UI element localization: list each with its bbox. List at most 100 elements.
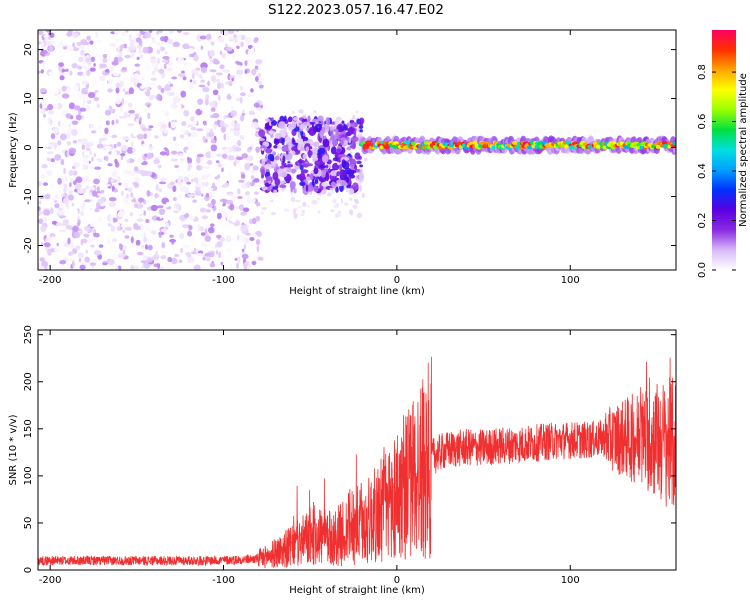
heatmap-cell	[73, 231, 81, 239]
heatmap-cell	[344, 139, 349, 146]
heatmap-cell	[115, 87, 120, 94]
heatmap-cell	[44, 193, 51, 200]
heatmap-cell	[230, 264, 233, 270]
heatmap-cell	[59, 133, 67, 141]
heatmap-cell	[220, 126, 226, 133]
heatmap-cell	[280, 171, 288, 178]
heatmap-cell	[240, 86, 243, 91]
heatmap-cell	[284, 136, 292, 143]
heatmap-cell	[250, 143, 255, 147]
heatmap-cell	[343, 123, 346, 130]
heatmap-cell	[129, 76, 134, 84]
heatmap-cell	[158, 68, 165, 75]
heatmap-cell	[54, 203, 60, 209]
heatmap-cell	[107, 238, 111, 245]
heatmap-cell	[97, 125, 103, 130]
heatmap-cell	[313, 110, 317, 114]
heatmap-cell	[97, 215, 103, 223]
heatmap-cell	[120, 144, 129, 151]
heatmap-cell	[75, 245, 81, 251]
heatmap-cell	[122, 249, 126, 255]
heatmap-cell	[88, 186, 96, 192]
heatmap-cell	[193, 264, 201, 270]
heatmap-cell	[153, 67, 159, 73]
heatmap-cell	[330, 181, 337, 189]
heatmap-cell	[230, 93, 237, 97]
heatmap-cell	[334, 120, 338, 127]
heatmap-cell	[265, 176, 273, 181]
heatmap-cell	[44, 37, 49, 42]
heatmap-cell	[236, 156, 244, 161]
heatmap-cell	[114, 181, 118, 186]
heatmap-cell	[98, 203, 106, 207]
heatmap-cell	[217, 163, 223, 168]
heatmap-cell	[70, 254, 76, 260]
heatmap-cell	[207, 80, 210, 87]
heatmap-cell	[242, 207, 250, 213]
heatmap-cell	[241, 153, 248, 159]
heatmap-cell	[40, 42, 45, 49]
heatmap-cell	[118, 86, 122, 89]
heatmap-cell	[222, 266, 229, 270]
heatmap-cell	[147, 244, 153, 251]
heatmap-cell	[279, 184, 287, 189]
heatmap-cell	[339, 138, 344, 146]
heatmap-cell	[248, 110, 255, 116]
heatmap-cell	[291, 111, 295, 114]
y-tick-label: 100	[23, 466, 34, 485]
heatmap-cell	[150, 204, 158, 212]
heatmap-cell	[192, 199, 198, 203]
heatmap-cell	[263, 180, 268, 184]
heatmap-cell	[254, 191, 259, 195]
heatmap-cell	[120, 153, 126, 157]
heatmap-cell	[349, 151, 353, 155]
heatmap-cell	[223, 133, 227, 141]
heatmap-cell	[128, 110, 136, 114]
heatmap-cell	[147, 112, 151, 120]
heatmap-cell	[143, 155, 146, 161]
heatmap-cell	[210, 139, 216, 144]
heatmap-cell	[187, 193, 195, 198]
heatmap-cell	[160, 177, 167, 182]
heatmap-cell	[216, 82, 222, 90]
heatmap-cell	[227, 73, 231, 81]
heatmap-cell	[307, 150, 313, 157]
heatmap-cell	[186, 181, 192, 185]
heatmap-cell	[289, 181, 296, 190]
heatmap-cell	[210, 75, 216, 82]
heatmap-cell	[200, 79, 205, 83]
heatmap-cell	[209, 191, 213, 199]
heatmap-cell	[148, 251, 153, 258]
heatmap-cell	[111, 119, 115, 126]
heatmap-cell	[107, 258, 115, 266]
heatmap-cell	[92, 190, 97, 197]
heatmap-cell	[201, 193, 204, 197]
heatmap-cell	[233, 37, 239, 44]
heatmap-cell	[251, 121, 259, 129]
heatmap-cell	[196, 156, 201, 164]
heatmap-cell	[61, 175, 68, 183]
heatmap-cell	[38, 206, 41, 212]
heatmap-cell	[250, 175, 255, 180]
heatmap-cell	[252, 231, 256, 237]
heatmap-cell	[86, 100, 92, 105]
heatmap-cell	[69, 70, 73, 76]
heatmap-cell	[236, 69, 244, 75]
heatmap-cell	[260, 211, 265, 215]
heatmap-cell	[82, 60, 86, 67]
heatmap-cell	[73, 105, 81, 111]
heatmap-cell	[98, 75, 106, 82]
heatmap-cell	[229, 176, 235, 185]
heatmap-cell	[67, 194, 75, 201]
heatmap-cell	[190, 132, 198, 138]
heatmap-cell	[158, 208, 166, 215]
heatmap-cell	[336, 202, 340, 207]
heatmap-cell	[236, 234, 240, 241]
heatmap-cell	[215, 160, 220, 164]
heatmap-cell	[157, 57, 160, 65]
heatmap-cell	[261, 158, 266, 166]
heatmap-cell	[221, 167, 224, 172]
heatmap-cell	[243, 244, 247, 250]
heatmap-cell	[41, 164, 48, 169]
heatmap-cell	[154, 135, 159, 139]
